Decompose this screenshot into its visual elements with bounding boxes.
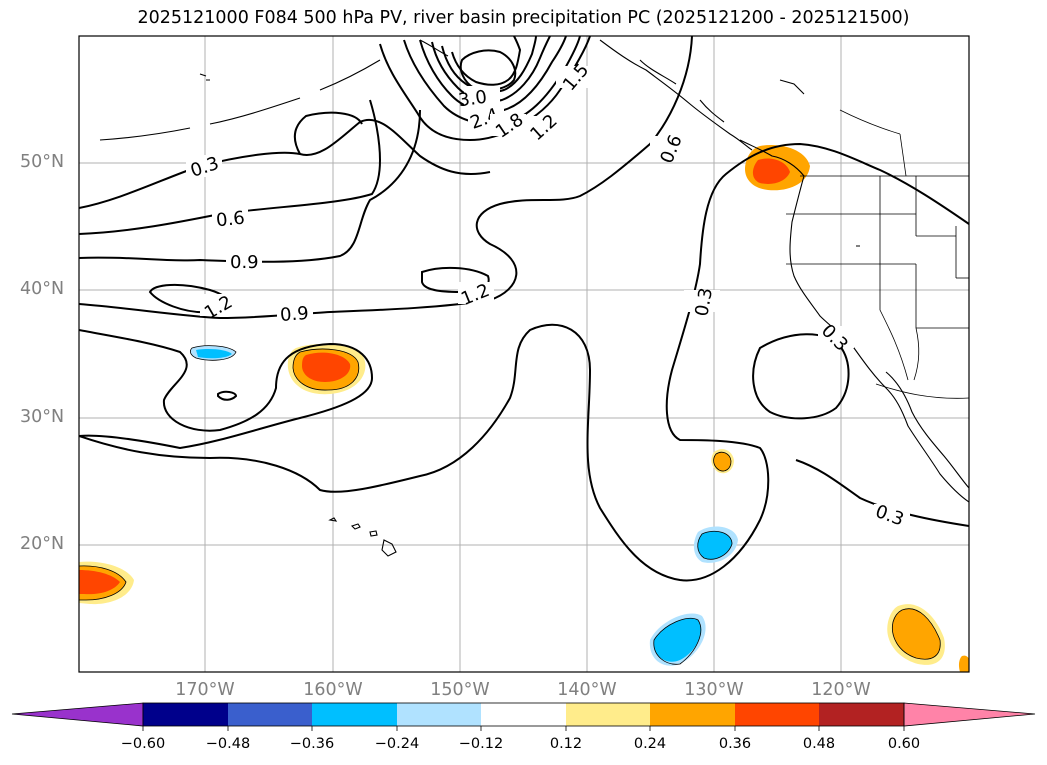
contour-label: 1.5	[559, 60, 593, 95]
longitude-label: 120°W	[811, 680, 871, 700]
map-title: 2025121000 F084 500 hPa PV, river basin …	[137, 8, 910, 28]
colorbar-bin	[650, 703, 735, 726]
longitude-label: 130°W	[684, 680, 744, 700]
contour-label: 3.0	[457, 87, 488, 112]
shading-outlines	[79, 345, 941, 665]
longitude-label: 170°W	[175, 680, 235, 700]
contour-mini-loop	[217, 390, 238, 401]
latitude-label: 50°N	[20, 152, 65, 172]
colorbar-tick-label: −0.36	[289, 736, 335, 752]
gridlines	[79, 36, 969, 672]
contour-2.1-core	[431, 36, 551, 103]
colorbar-tick-label: 0.60	[887, 736, 921, 752]
colorbar-tick-label: 0.24	[633, 736, 667, 752]
colorbar-tick-label: −0.60	[120, 736, 166, 752]
colorbar	[11, 702, 1036, 731]
colorbar-bin	[143, 703, 228, 726]
contour-label: 0.3	[691, 286, 717, 318]
colorbar-tick-label: −0.48	[205, 736, 251, 752]
pv-contours	[79, 36, 969, 582]
contour-3.0-core	[459, 49, 517, 91]
political-borders	[786, 109, 969, 399]
contour-label: 0.9	[279, 303, 309, 326]
contour-0.3-west	[293, 111, 363, 155]
colorbar-extend-low	[11, 702, 144, 727]
contour-0.9-inner	[79, 36, 693, 320]
colorbar-bin	[397, 703, 481, 726]
colorbar-extend-high	[903, 702, 1036, 727]
colorbar-bin	[819, 703, 904, 726]
longitude-label: 150°W	[430, 680, 490, 700]
latitude-label: 20°N	[20, 534, 65, 554]
contour-0.3-north	[79, 118, 491, 209]
plot-frame	[78, 35, 970, 673]
colorbar-tick-label: −0.24	[374, 736, 420, 752]
colorbar-bin	[566, 703, 650, 726]
colorbar-bin	[481, 703, 566, 726]
colorbar-tick-label: 0.12	[549, 736, 583, 752]
contour-0.9	[79, 109, 421, 263]
colorbar-bin	[735, 703, 819, 726]
colorbar-frame	[142, 702, 905, 727]
colorbar-tick-label: 0.36	[718, 736, 752, 752]
contour-label: 0.9	[230, 252, 259, 273]
longitude-label: 160°W	[303, 680, 363, 700]
contour-label: 0.6	[215, 208, 246, 232]
contour-0.3-southeast	[795, 459, 969, 527]
colorbar-tick-label: −0.12	[458, 736, 504, 752]
longitude-label: 140°W	[557, 680, 617, 700]
map-plot-area: 0.3 0.6 0.9 1.2 0.9 1.2 3.0 2.4 1.8 1.2 …	[79, 36, 969, 672]
contour-0.3-south	[79, 142, 969, 582]
contour-label: 1.2	[526, 110, 561, 145]
contour-label: 0.3	[817, 320, 852, 355]
contour-2.7-core	[451, 36, 522, 86]
latitude-label: 40°N	[20, 279, 65, 299]
contour-2.4-core	[441, 36, 537, 93]
coastlines	[99, 39, 969, 557]
contour-0.6	[79, 99, 381, 235]
latitude-label: 30°N	[20, 407, 65, 427]
contour-label-group: 0.3 0.6 0.9 1.2 0.9 1.2 3.0 2.4 1.8 1.2 …	[186, 60, 910, 531]
colorbar-bin	[228, 703, 312, 726]
colorbar-bin	[312, 703, 397, 726]
colorbar-tick-label: 0.48	[802, 736, 836, 752]
contour-0.3-center	[79, 329, 374, 450]
precipitation-shading	[79, 144, 969, 672]
